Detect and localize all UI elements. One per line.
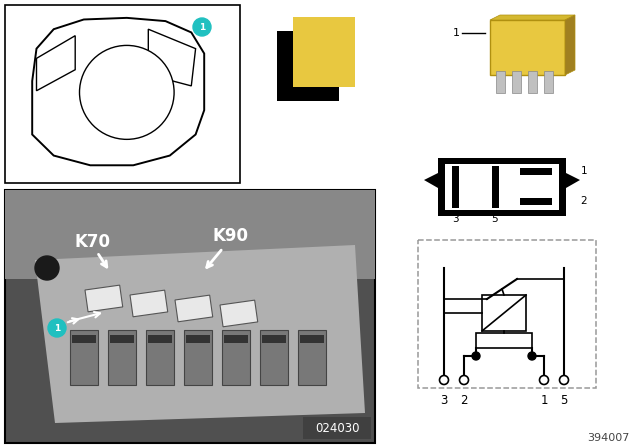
Text: 1: 1 [54,324,60,333]
Text: 394007: 394007 [588,433,630,443]
Bar [220,300,258,327]
Bar [186,335,210,343]
Bar [130,290,168,317]
Text: 5: 5 [492,214,499,224]
Bar [262,335,286,343]
Polygon shape [565,15,575,75]
Bar [260,330,288,385]
Bar [512,71,521,93]
Bar [528,71,537,93]
Circle shape [35,256,59,280]
Bar [520,168,552,175]
Bar [520,198,552,205]
Circle shape [193,18,211,36]
Bar [85,285,123,312]
Bar [418,240,596,388]
Polygon shape [148,29,196,86]
Bar [482,295,526,331]
Bar [293,17,355,87]
Polygon shape [424,173,438,188]
Polygon shape [566,173,580,188]
Text: 2: 2 [460,394,468,407]
Bar [544,71,553,93]
Bar [300,335,324,343]
Bar [5,190,375,443]
Circle shape [48,319,66,337]
Bar [108,330,136,385]
Text: 1: 1 [199,23,205,32]
Polygon shape [35,245,365,423]
Bar [5,5,240,183]
Text: 1: 1 [540,394,548,407]
Bar [476,333,532,348]
Bar [496,71,505,93]
Bar [5,190,375,279]
Text: 1: 1 [453,28,460,38]
Bar [222,330,250,385]
Polygon shape [36,36,76,91]
Circle shape [460,375,468,384]
Text: 3: 3 [452,214,458,224]
Bar [148,335,172,343]
Text: 5: 5 [560,394,568,407]
Text: 3: 3 [440,394,448,407]
Bar [277,31,339,101]
Bar [70,330,98,385]
Circle shape [472,352,480,360]
Bar [184,330,212,385]
Bar [72,335,96,343]
Bar [146,330,174,385]
Bar [110,335,134,343]
Ellipse shape [79,45,174,139]
Text: K90: K90 [212,227,248,245]
Bar [492,166,499,208]
Text: 024030: 024030 [315,422,359,435]
Circle shape [440,375,449,384]
Text: 1: 1 [580,166,588,176]
Bar [490,20,565,75]
Text: K70: K70 [75,233,111,251]
Bar [175,295,212,322]
Bar [445,164,559,210]
Polygon shape [32,18,204,165]
Polygon shape [490,15,575,20]
Bar [438,158,566,216]
Circle shape [540,375,548,384]
Bar [224,335,248,343]
Bar [303,417,371,439]
Circle shape [528,352,536,360]
Text: 2: 2 [580,196,588,206]
Bar [452,166,459,208]
Circle shape [559,375,568,384]
Bar [298,330,326,385]
